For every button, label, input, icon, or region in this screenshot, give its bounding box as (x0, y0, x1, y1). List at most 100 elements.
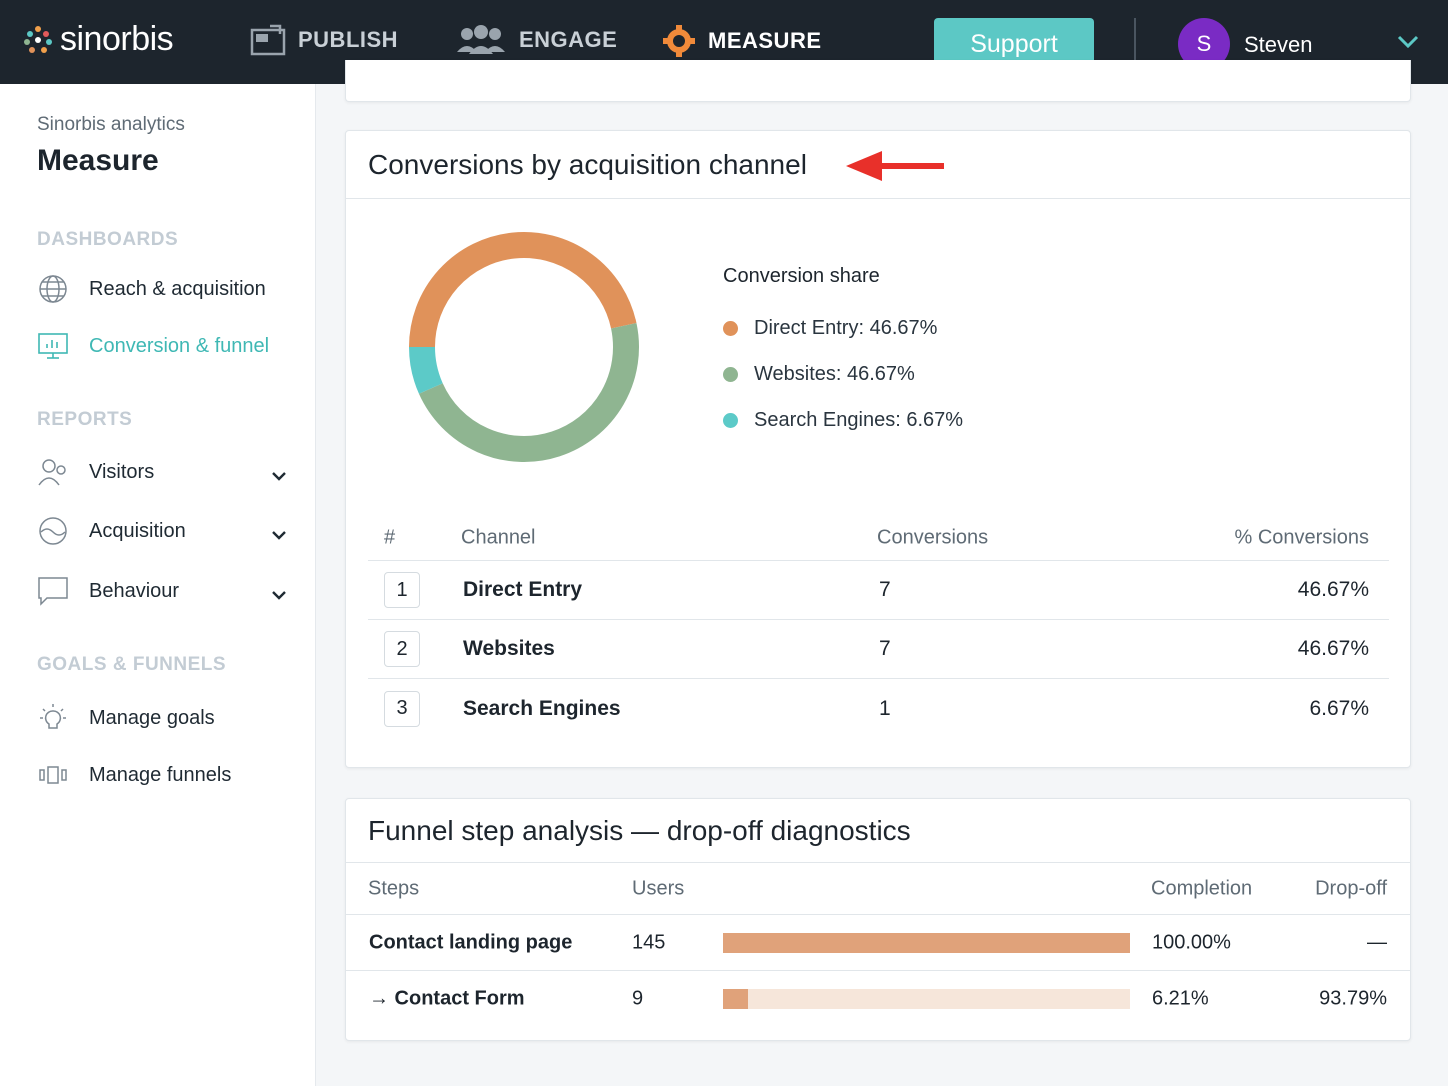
gear-icon (662, 24, 696, 58)
completion-bar-fill (723, 989, 749, 1009)
header-rank: # (384, 526, 396, 548)
step-name: Contact landing page (369, 931, 573, 953)
nav-measure[interactable]: MEASURE (662, 24, 822, 58)
step-completion: 6.21% (1152, 987, 1209, 1010)
channel-name: Search Engines (463, 696, 621, 720)
funnel-card-header: Funnel step analysis — drop-off diagnost… (346, 799, 1410, 863)
funnel-row[interactable]: Contact landing page 145 100.00% — (346, 915, 1410, 971)
sidebar-item-label: Acquisition (89, 519, 186, 542)
legend-item: Direct Entry: 46.67% (723, 317, 937, 340)
nav-engage-label: ENGAGE (519, 27, 618, 52)
users-icon (455, 24, 507, 56)
conversions-value: 7 (879, 637, 891, 660)
step-name: → Contact Form (369, 987, 525, 1010)
sidebar-item-label: Visitors (89, 460, 155, 483)
previous-card (345, 60, 1411, 102)
legend-title: Conversion share (723, 265, 880, 287)
sidebar-item-conversion-funnel[interactable]: Conversion & funnel (37, 326, 299, 366)
funnel-row[interactable]: → Contact Form 9 6.21% 93.79% (346, 971, 1410, 1027)
user-name[interactable]: Steven (1244, 32, 1313, 57)
conversions-value: 7 (879, 578, 891, 601)
nav-engage[interactable]: ENGAGE (455, 24, 617, 56)
header-users: Users (632, 877, 685, 899)
pct-value: 46.67% (1297, 637, 1369, 660)
step-users: 145 (632, 931, 666, 953)
header-pct-conversions[interactable]: % Conversions (1234, 526, 1369, 548)
logo-dots-icon (24, 25, 52, 54)
donut-chart (409, 232, 639, 462)
chevron-down-icon[interactable] (271, 523, 287, 546)
sidebar-item-manage-goals[interactable]: Manage goals (37, 698, 299, 738)
funnel-table-header: Steps Users Completion Drop-off (346, 863, 1410, 915)
legend-label: Direct Entry: 46.67% (754, 317, 938, 339)
table-row[interactable]: 2 Websites 7 46.67% (368, 620, 1389, 679)
sidebar-item-acquisition[interactable]: Acquisition (37, 511, 299, 551)
page-title: Measure (37, 144, 159, 177)
table-row[interactable]: 3 Search Engines 1 6.67% (368, 679, 1389, 738)
globe-icon (37, 273, 69, 305)
conversions-value: 1 (879, 696, 891, 720)
table-header: # Channel Conversions % Conversions (368, 515, 1389, 561)
sidebar-item-label: Behaviour (89, 579, 180, 602)
header-completion: Completion (1151, 877, 1253, 899)
header-dropoff: Drop-off (1315, 877, 1387, 899)
nav-publish-label: PUBLISH (298, 27, 399, 52)
legend-item: Websites: 46.67% (723, 363, 915, 386)
sidebar-item-manage-funnels[interactable]: Manage funnels (37, 755, 299, 795)
rank-badge: 1 (384, 572, 420, 608)
chevron-down-icon[interactable] (1396, 34, 1420, 55)
lightbulb-icon (37, 702, 69, 734)
legend-dot (723, 321, 738, 336)
brand-logo[interactable]: sinorbis (24, 20, 174, 59)
completion-bar-fill (723, 933, 1130, 953)
step-dropoff: — (1367, 931, 1387, 953)
legend-label: Websites: 46.67% (754, 363, 915, 385)
card-title: Conversions by acquisition channel (368, 148, 807, 180)
card-title: Funnel step analysis — drop-off diagnost… (368, 814, 911, 846)
annotation-arrow-icon (846, 151, 944, 181)
nav-divider (1134, 18, 1136, 68)
visitors-icon (37, 456, 69, 488)
sidebar-item-reach-acquisition[interactable]: Reach & acquisition (37, 269, 299, 309)
sidebar-item-label: Reach & acquisition (89, 277, 266, 300)
header-conversions[interactable]: Conversions (877, 526, 989, 548)
sidebar-item-label: Conversion & funnel (89, 334, 270, 357)
completion-bar (723, 989, 1130, 1009)
sidebar-subtitle: Sinorbis analytics (37, 114, 185, 135)
section-reports: REPORTS (37, 409, 133, 430)
legend-item: Search Engines: 6.67% (723, 409, 963, 432)
legend-dot (723, 367, 738, 382)
publish-icon (250, 24, 286, 56)
table-row[interactable]: 1 Direct Entry 7 46.67% (368, 561, 1389, 620)
legend-dot (723, 413, 738, 428)
completion-bar (723, 933, 1130, 953)
funnel-icon (37, 759, 69, 791)
sidebar-item-visitors[interactable]: Visitors (37, 452, 299, 492)
acquisition-icon (37, 515, 69, 547)
rank-badge: 3 (384, 690, 420, 727)
header-channel[interactable]: Channel (461, 526, 536, 548)
chevron-down-icon[interactable] (271, 464, 287, 487)
donut-slice-websites[interactable] (418, 323, 639, 462)
sidebar-item-label: Manage funnels (89, 763, 232, 786)
rank-badge: 2 (384, 631, 420, 667)
donut-slice-direct-entry[interactable] (409, 232, 637, 348)
conversions-card: Conversions by acquisition channel Conve… (345, 130, 1411, 768)
pct-value: 46.67% (1297, 578, 1369, 601)
monitor-chart-icon (37, 330, 69, 362)
nav-publish[interactable]: PUBLISH (250, 24, 398, 56)
step-users: 9 (632, 987, 644, 1010)
sidebar-item-behaviour[interactable]: Behaviour (37, 571, 299, 611)
conversions-table: # Channel Conversions % Conversions 1 Di… (368, 515, 1389, 738)
step-completion: 100.00% (1152, 931, 1231, 953)
donut-slice-search-engines[interactable] (409, 346, 443, 394)
channel-name: Websites (463, 637, 555, 660)
section-goals-funnels: GOALS & FUNNELS (37, 654, 227, 675)
brand-name: sinorbis (60, 20, 174, 58)
chat-bubble-icon (37, 575, 69, 607)
legend-label: Search Engines: 6.67% (754, 409, 964, 431)
chevron-down-icon[interactable] (271, 583, 287, 606)
header-steps: Steps (368, 877, 420, 899)
nav-measure-label: MEASURE (708, 28, 822, 53)
section-dashboards: DASHBOARDS (37, 229, 179, 250)
